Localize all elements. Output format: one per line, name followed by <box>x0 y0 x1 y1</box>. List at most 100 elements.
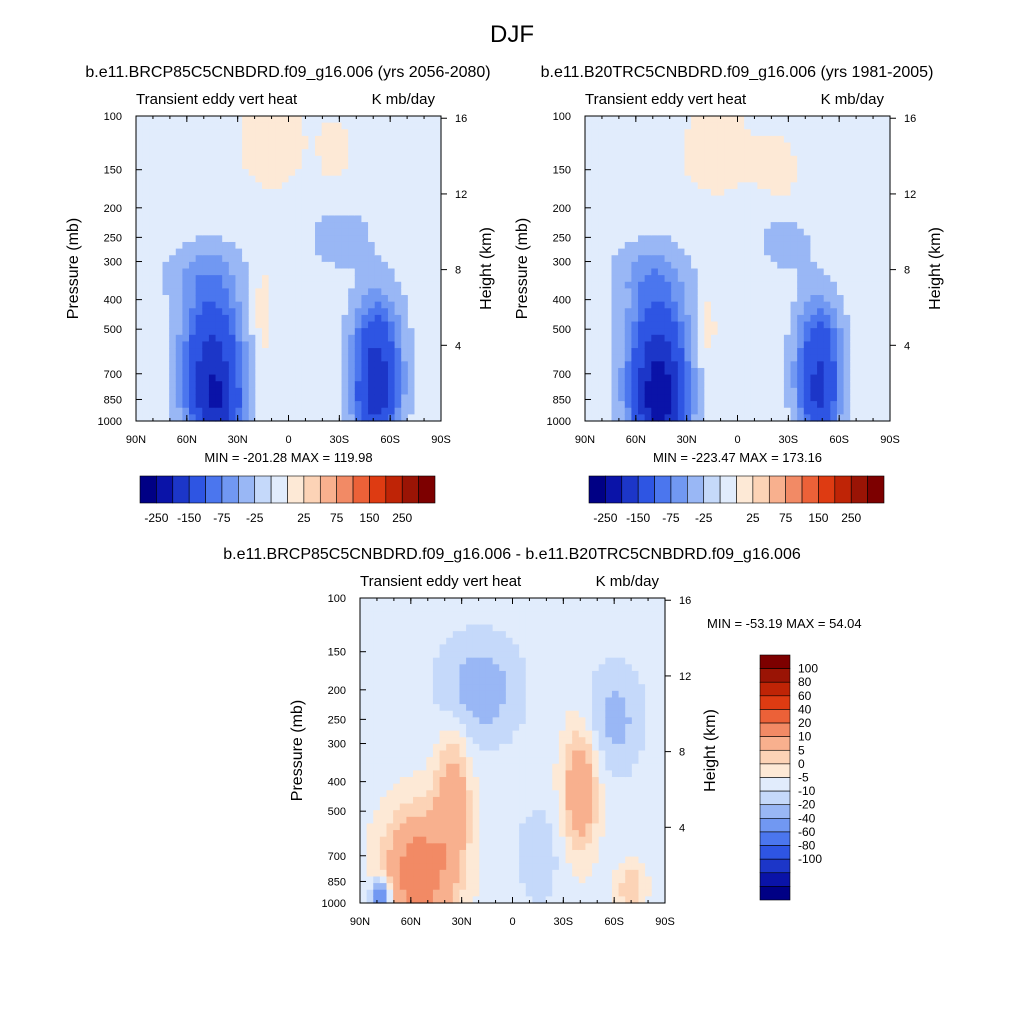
contour-cell <box>426 770 433 777</box>
contour-cell <box>625 209 632 216</box>
contour-cell <box>645 315 652 322</box>
contour-cell <box>308 215 315 222</box>
contour-cell <box>824 129 831 136</box>
contour-cell <box>262 182 269 189</box>
contour-cell <box>757 176 764 183</box>
contour-cell <box>592 341 599 348</box>
contour-cell <box>857 322 864 329</box>
contour-cell <box>355 348 362 355</box>
contour-cell <box>163 249 170 256</box>
contour-cell <box>598 322 605 329</box>
contour-cell <box>400 684 407 691</box>
contour-cell <box>355 129 362 136</box>
contour-cell <box>143 242 150 249</box>
colorbar-swatch <box>320 476 336 503</box>
contour-cell <box>395 129 402 136</box>
contour-cell <box>348 361 355 368</box>
contour-cell <box>804 361 811 368</box>
contour-cell <box>406 744 413 751</box>
contour-cell <box>393 870 400 877</box>
contour-cell <box>143 116 150 123</box>
contour-cell <box>373 704 380 711</box>
contour-cell <box>738 222 745 229</box>
contour-cell <box>182 341 189 348</box>
min-max-stats: MIN = -223.47 MAX = 173.16 <box>653 450 822 465</box>
contour-cell <box>691 322 698 329</box>
contour-cell <box>691 335 698 342</box>
contour-cell <box>791 176 798 183</box>
contour-cell <box>804 262 811 269</box>
contour-cell <box>791 348 798 355</box>
contour-cell <box>302 202 309 209</box>
contour-cell <box>592 156 599 163</box>
contour-cell <box>651 322 658 329</box>
contour-cell <box>704 394 711 401</box>
contour-cell <box>612 242 619 249</box>
contour-cell <box>216 202 223 209</box>
contour-cell <box>420 804 427 811</box>
contour-cell <box>421 182 428 189</box>
contour-cell <box>315 169 322 176</box>
contour-cell <box>209 328 216 335</box>
contour-cell <box>400 790 407 797</box>
contour-cell <box>262 295 269 302</box>
contour-cell <box>711 282 718 289</box>
contour-cell <box>625 328 632 335</box>
contour-cell <box>857 328 864 335</box>
contour-cell <box>408 355 415 362</box>
contour-cell <box>143 302 150 309</box>
contour-cell <box>428 209 435 216</box>
contour-cell <box>421 235 428 242</box>
contour-cell <box>368 229 375 236</box>
contour-cell <box>751 235 758 242</box>
contour-cell <box>797 302 804 309</box>
contour-cell <box>380 830 387 837</box>
contour-cell <box>857 123 864 130</box>
contour-cell <box>143 315 150 322</box>
contour-cell <box>698 322 705 329</box>
contour-cell <box>406 876 413 883</box>
contour-cell <box>189 315 196 322</box>
contour-cell <box>400 664 407 671</box>
contour-cell <box>784 388 791 395</box>
contour-cell <box>255 182 262 189</box>
contour-cell <box>406 850 413 857</box>
contour-cell <box>691 368 698 375</box>
contour-cell <box>414 176 421 183</box>
contour-cell <box>420 837 427 844</box>
contour-cell <box>322 129 329 136</box>
contour-cell <box>229 249 236 256</box>
contour-cell <box>731 136 738 143</box>
contour-cell <box>282 176 289 183</box>
contour-cell <box>156 269 163 276</box>
contour-cell <box>684 388 691 395</box>
contour-cell <box>302 282 309 289</box>
contour-cell <box>360 790 367 797</box>
contour-cell <box>428 355 435 362</box>
colorbar-swatch <box>687 476 703 503</box>
contour-cell <box>817 288 824 295</box>
contour-cell <box>684 288 691 295</box>
contour-cell <box>738 368 745 375</box>
contour-cell <box>857 308 864 315</box>
contour-cell <box>381 202 388 209</box>
contour-cell <box>400 605 407 612</box>
contour-cell <box>771 288 778 295</box>
contour-cell <box>757 328 764 335</box>
contour-cell <box>163 388 170 395</box>
contour-cell <box>605 136 612 143</box>
contour-cell <box>401 242 408 249</box>
contour-cell <box>216 262 223 269</box>
contour-cell <box>777 235 784 242</box>
contour-cell <box>598 388 605 395</box>
contour-cell <box>328 229 335 236</box>
contour-cell <box>368 136 375 143</box>
colorbar-label: -150 <box>177 511 201 525</box>
contour-cell <box>618 215 625 222</box>
contour-cell <box>618 335 625 342</box>
contour-cell <box>877 288 884 295</box>
contour-cell <box>428 335 435 342</box>
contour-cell <box>282 249 289 256</box>
contour-cell <box>618 388 625 395</box>
contour-cell <box>671 394 678 401</box>
